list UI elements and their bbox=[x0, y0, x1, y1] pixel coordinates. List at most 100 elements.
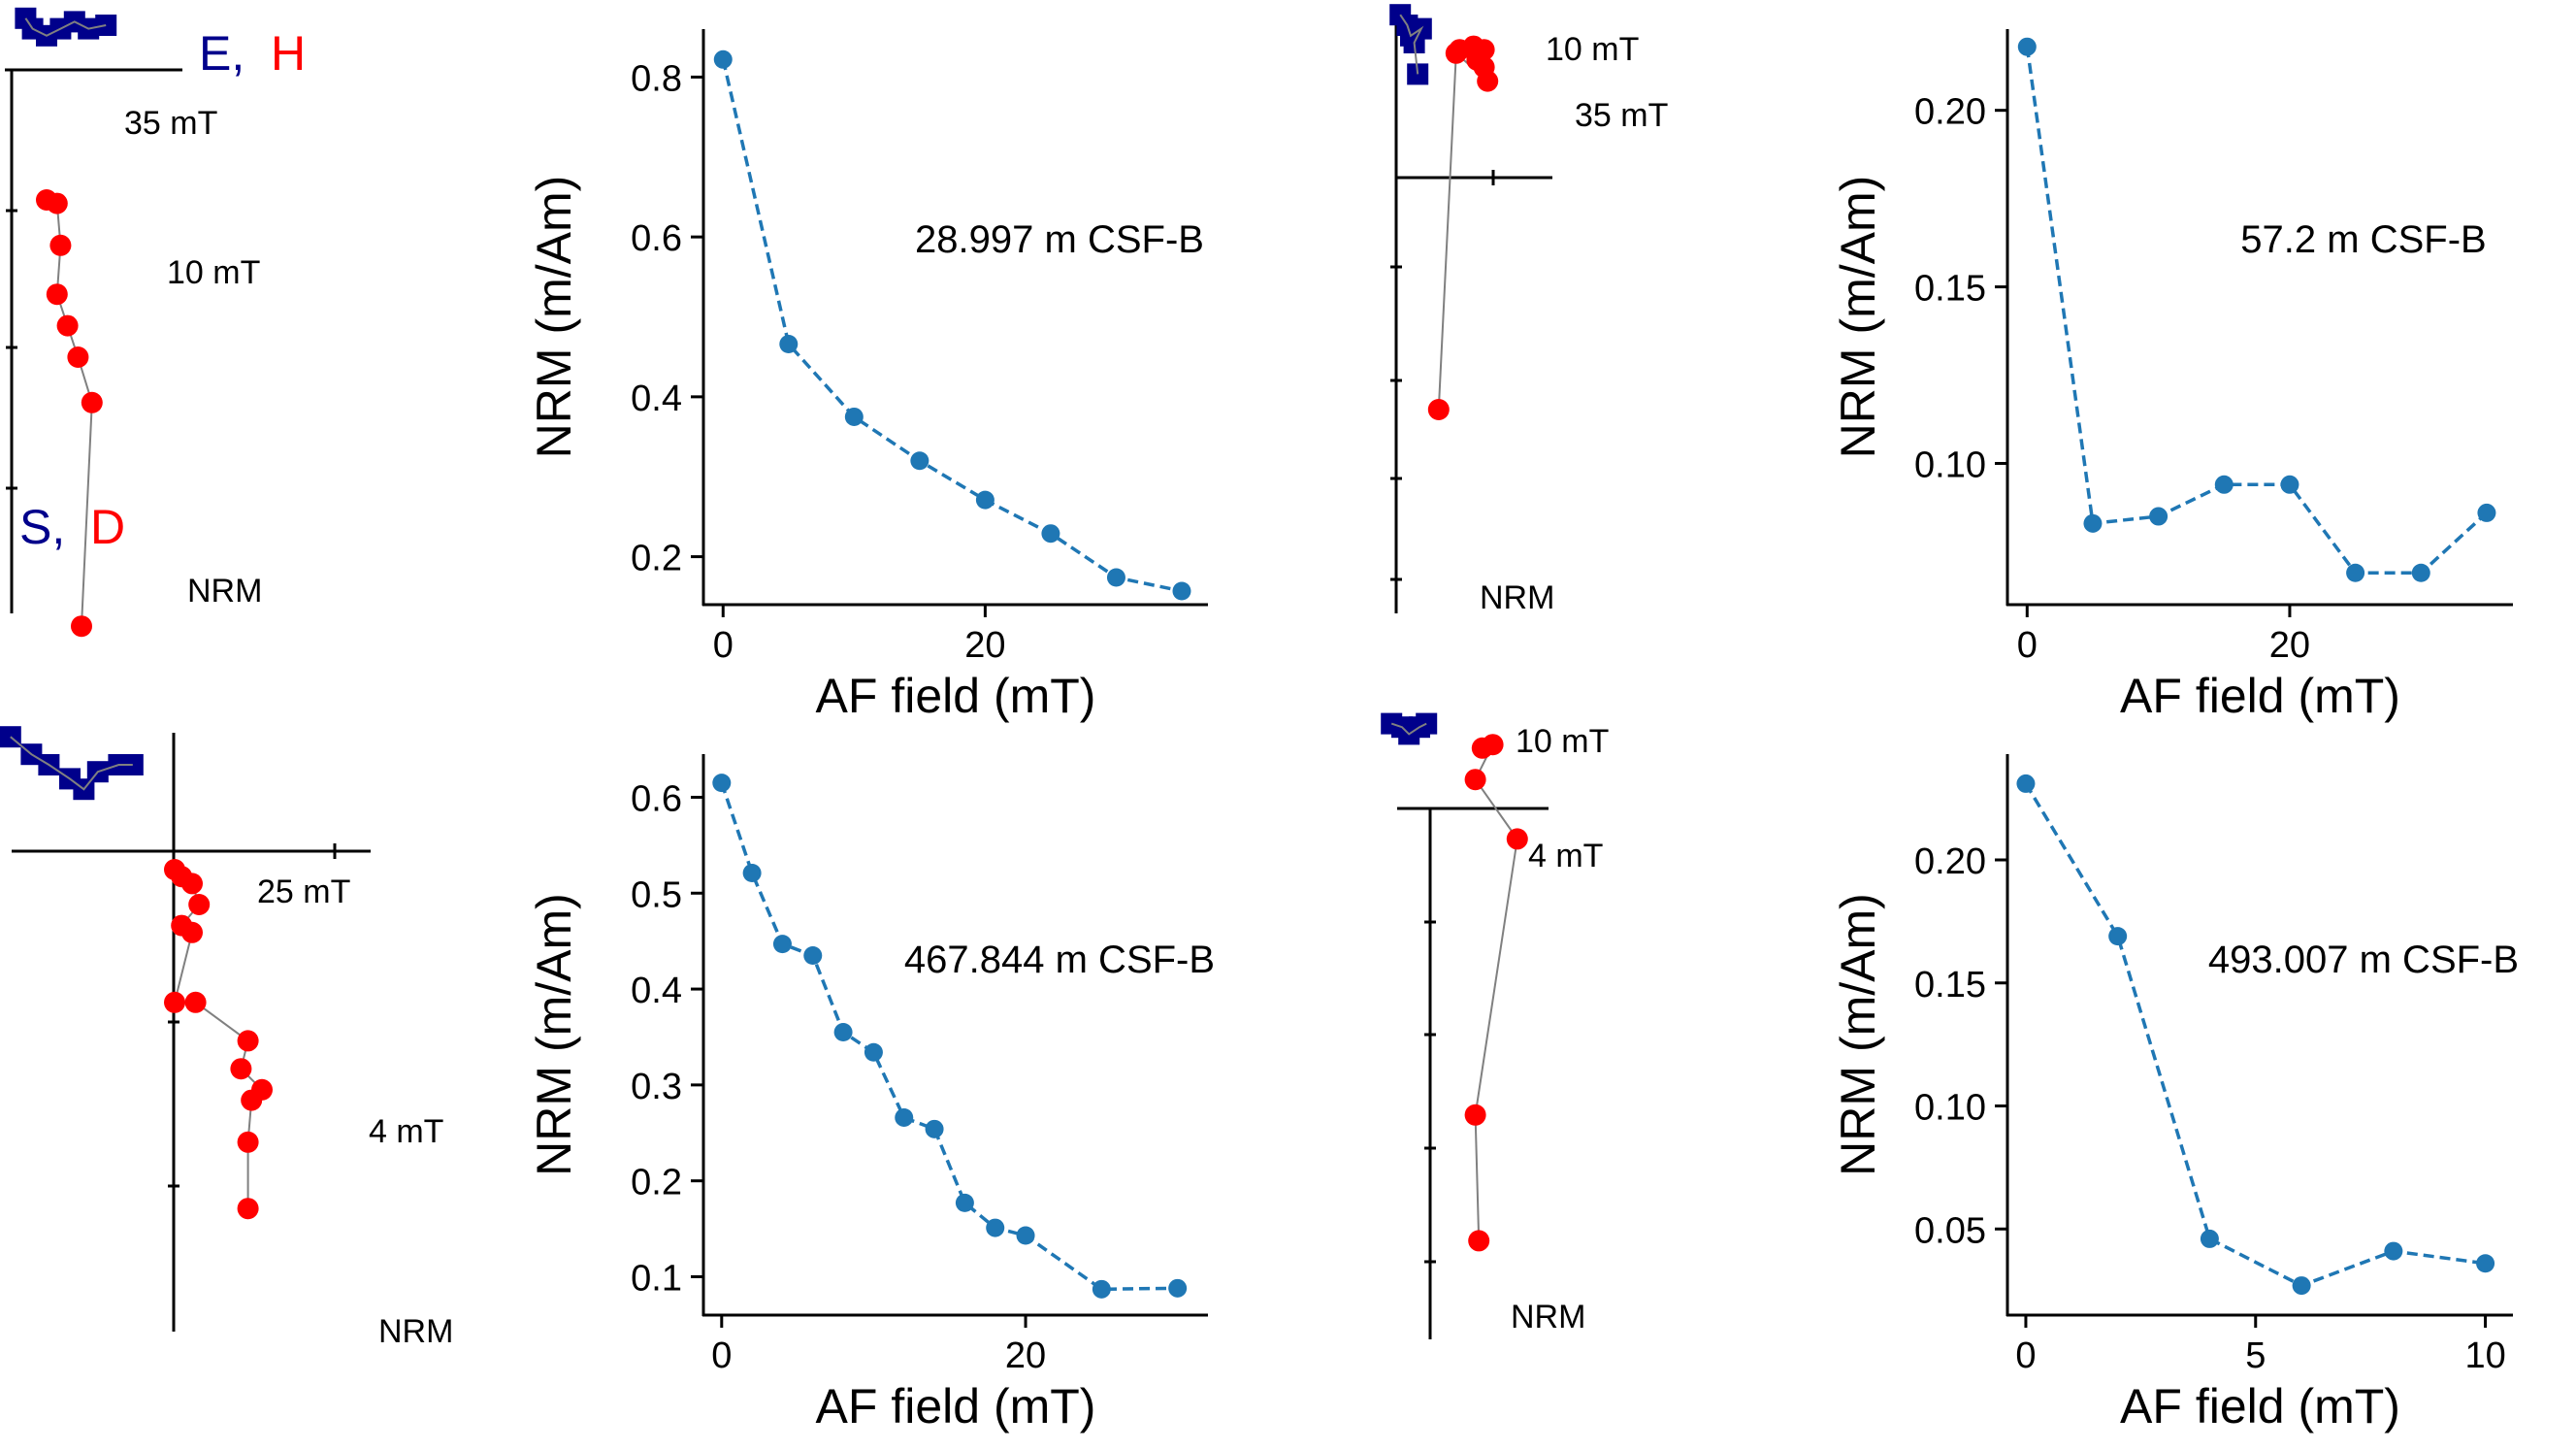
zijderveld-plot-3: 25 mT 4 mT NRM bbox=[0, 726, 453, 1350]
step-label: 10 mT bbox=[1546, 31, 1639, 68]
vertical-projection-point bbox=[1427, 399, 1450, 420]
step-label: 35 mT bbox=[124, 105, 217, 142]
data-point bbox=[1041, 524, 1060, 544]
y-tick-label: 0.15 bbox=[1914, 965, 1986, 1005]
data-point bbox=[2280, 475, 2299, 494]
depth-annotation: 467.844 m CSF-B bbox=[904, 939, 1215, 981]
vertical-projection-point bbox=[237, 1198, 259, 1220]
vertical-projection-point bbox=[67, 346, 89, 368]
vertical-projection-point bbox=[237, 1030, 259, 1052]
step-label: NRM bbox=[378, 1313, 453, 1350]
y-tick-label: 0.2 bbox=[631, 1163, 682, 1203]
vertical-projection-point bbox=[1464, 1104, 1486, 1126]
y-tick-label: 0.5 bbox=[631, 874, 682, 915]
x-axis-label: AF field (mT) bbox=[2120, 1379, 2400, 1434]
vertical-projection-point bbox=[237, 1131, 259, 1153]
y-axis-label: NRM (m/Am) bbox=[1831, 893, 1885, 1176]
vertical-projection-point bbox=[1506, 828, 1528, 850]
data-point bbox=[713, 49, 733, 69]
series-line bbox=[2025, 46, 2489, 576]
step-label: 25 mT bbox=[257, 873, 350, 910]
zijderveld-plot-1: 35 mT 10 mT NRM E, H S, D bbox=[5, 7, 306, 638]
y-axis-label: NRM (m/Am) bbox=[1831, 176, 1885, 459]
data-point bbox=[2017, 37, 2037, 56]
data-point bbox=[833, 1023, 853, 1042]
data-point bbox=[844, 407, 864, 426]
axis-legend-south: S, bbox=[19, 500, 65, 554]
vertical-projection-path bbox=[46, 199, 93, 627]
data-point bbox=[910, 451, 929, 471]
x-tick-label: 0 bbox=[2017, 625, 2038, 666]
x-axis-label: AF field (mT) bbox=[816, 669, 1096, 723]
data-point bbox=[742, 864, 762, 883]
data-point bbox=[975, 490, 995, 510]
step-label: 4 mT bbox=[369, 1113, 443, 1150]
vertical-projection-point bbox=[46, 192, 68, 214]
y-tick-label: 0.05 bbox=[1914, 1210, 1986, 1251]
data-point bbox=[1106, 568, 1125, 587]
vertical-projection-path bbox=[1474, 742, 1518, 1241]
data-point bbox=[986, 1218, 1005, 1237]
data-point bbox=[2108, 927, 2128, 946]
x-tick-label: 5 bbox=[2245, 1335, 2266, 1376]
axis-legend-horizontal: H bbox=[271, 26, 306, 81]
data-point bbox=[864, 1042, 883, 1062]
data-point bbox=[1092, 1279, 1111, 1299]
data-point bbox=[2083, 513, 2103, 533]
data-point bbox=[2411, 563, 2430, 582]
axis-legend-down: D bbox=[90, 500, 125, 554]
x-tick-label: 20 bbox=[1005, 1335, 1046, 1376]
vertical-projection-path bbox=[1437, 45, 1489, 411]
data-point bbox=[772, 935, 792, 954]
y-tick-label: 0.1 bbox=[631, 1258, 682, 1299]
step-label: NRM bbox=[1480, 579, 1554, 616]
vertical-projection-point bbox=[46, 283, 68, 306]
data-point bbox=[2149, 507, 2168, 526]
vertical-projection-point bbox=[241, 1089, 263, 1111]
vertical-projection-point bbox=[184, 991, 207, 1013]
y-tick-label: 0.4 bbox=[631, 379, 682, 419]
y-axis-label: NRM (m/Am) bbox=[527, 893, 581, 1176]
horizontal-projection-path bbox=[1390, 722, 1427, 736]
data-point bbox=[895, 1107, 914, 1127]
data-point bbox=[779, 335, 799, 354]
x-tick-label: 10 bbox=[2464, 1335, 2505, 1376]
zijderveld-plot-4: 10 mT 4 mT NRM bbox=[1381, 712, 1609, 1339]
data-point bbox=[2384, 1241, 2403, 1261]
vertical-projection-point bbox=[188, 894, 211, 915]
y-tick-label: 0.3 bbox=[631, 1067, 682, 1107]
vertical-projection-point bbox=[56, 314, 79, 337]
data-point bbox=[2476, 1254, 2495, 1273]
demag-chart-4: 0.05 0.10 0.15 0.20 0 5 10 AF field (mT) NRM (m/… bbox=[1831, 754, 2519, 1434]
vertical-projection-point bbox=[1464, 769, 1486, 791]
x-tick-label: 0 bbox=[713, 625, 734, 666]
x-tick-label: 20 bbox=[2269, 625, 2310, 666]
step-label: 10 mT bbox=[1516, 723, 1609, 760]
step-label: 35 mT bbox=[1575, 97, 1668, 134]
vertical-projection-point bbox=[71, 615, 92, 638]
vertical-projection-point bbox=[181, 873, 203, 895]
y-tick-label: 0.6 bbox=[631, 218, 682, 259]
data-point bbox=[1172, 581, 1191, 601]
vertical-projection-point bbox=[164, 991, 185, 1013]
depth-annotation: 28.997 m CSF-B bbox=[915, 218, 1204, 261]
y-tick-label: 0.20 bbox=[1914, 841, 1986, 882]
depth-annotation: 57.2 m CSF-B bbox=[2240, 218, 2486, 261]
data-point bbox=[2016, 774, 2036, 793]
zijderveld-plot-2: 10 mT 35 mT NRM bbox=[1389, 4, 1668, 616]
step-label: NRM bbox=[187, 573, 262, 610]
horizontal-projection-path bbox=[24, 17, 107, 37]
depth-annotation: 493.007 m CSF-B bbox=[2208, 939, 2519, 981]
y-tick-label: 0.10 bbox=[1914, 445, 1986, 485]
y-tick-label: 0.15 bbox=[1914, 269, 1986, 310]
y-tick-label: 0.4 bbox=[631, 971, 682, 1011]
data-point bbox=[955, 1193, 974, 1212]
series-line bbox=[2024, 782, 2486, 1288]
axis-legend-east: E, bbox=[199, 26, 245, 81]
data-point bbox=[2200, 1229, 2219, 1248]
vertical-projection-point bbox=[1482, 734, 1504, 756]
x-tick-label: 0 bbox=[711, 1335, 732, 1376]
step-label: 4 mT bbox=[1528, 838, 1603, 874]
